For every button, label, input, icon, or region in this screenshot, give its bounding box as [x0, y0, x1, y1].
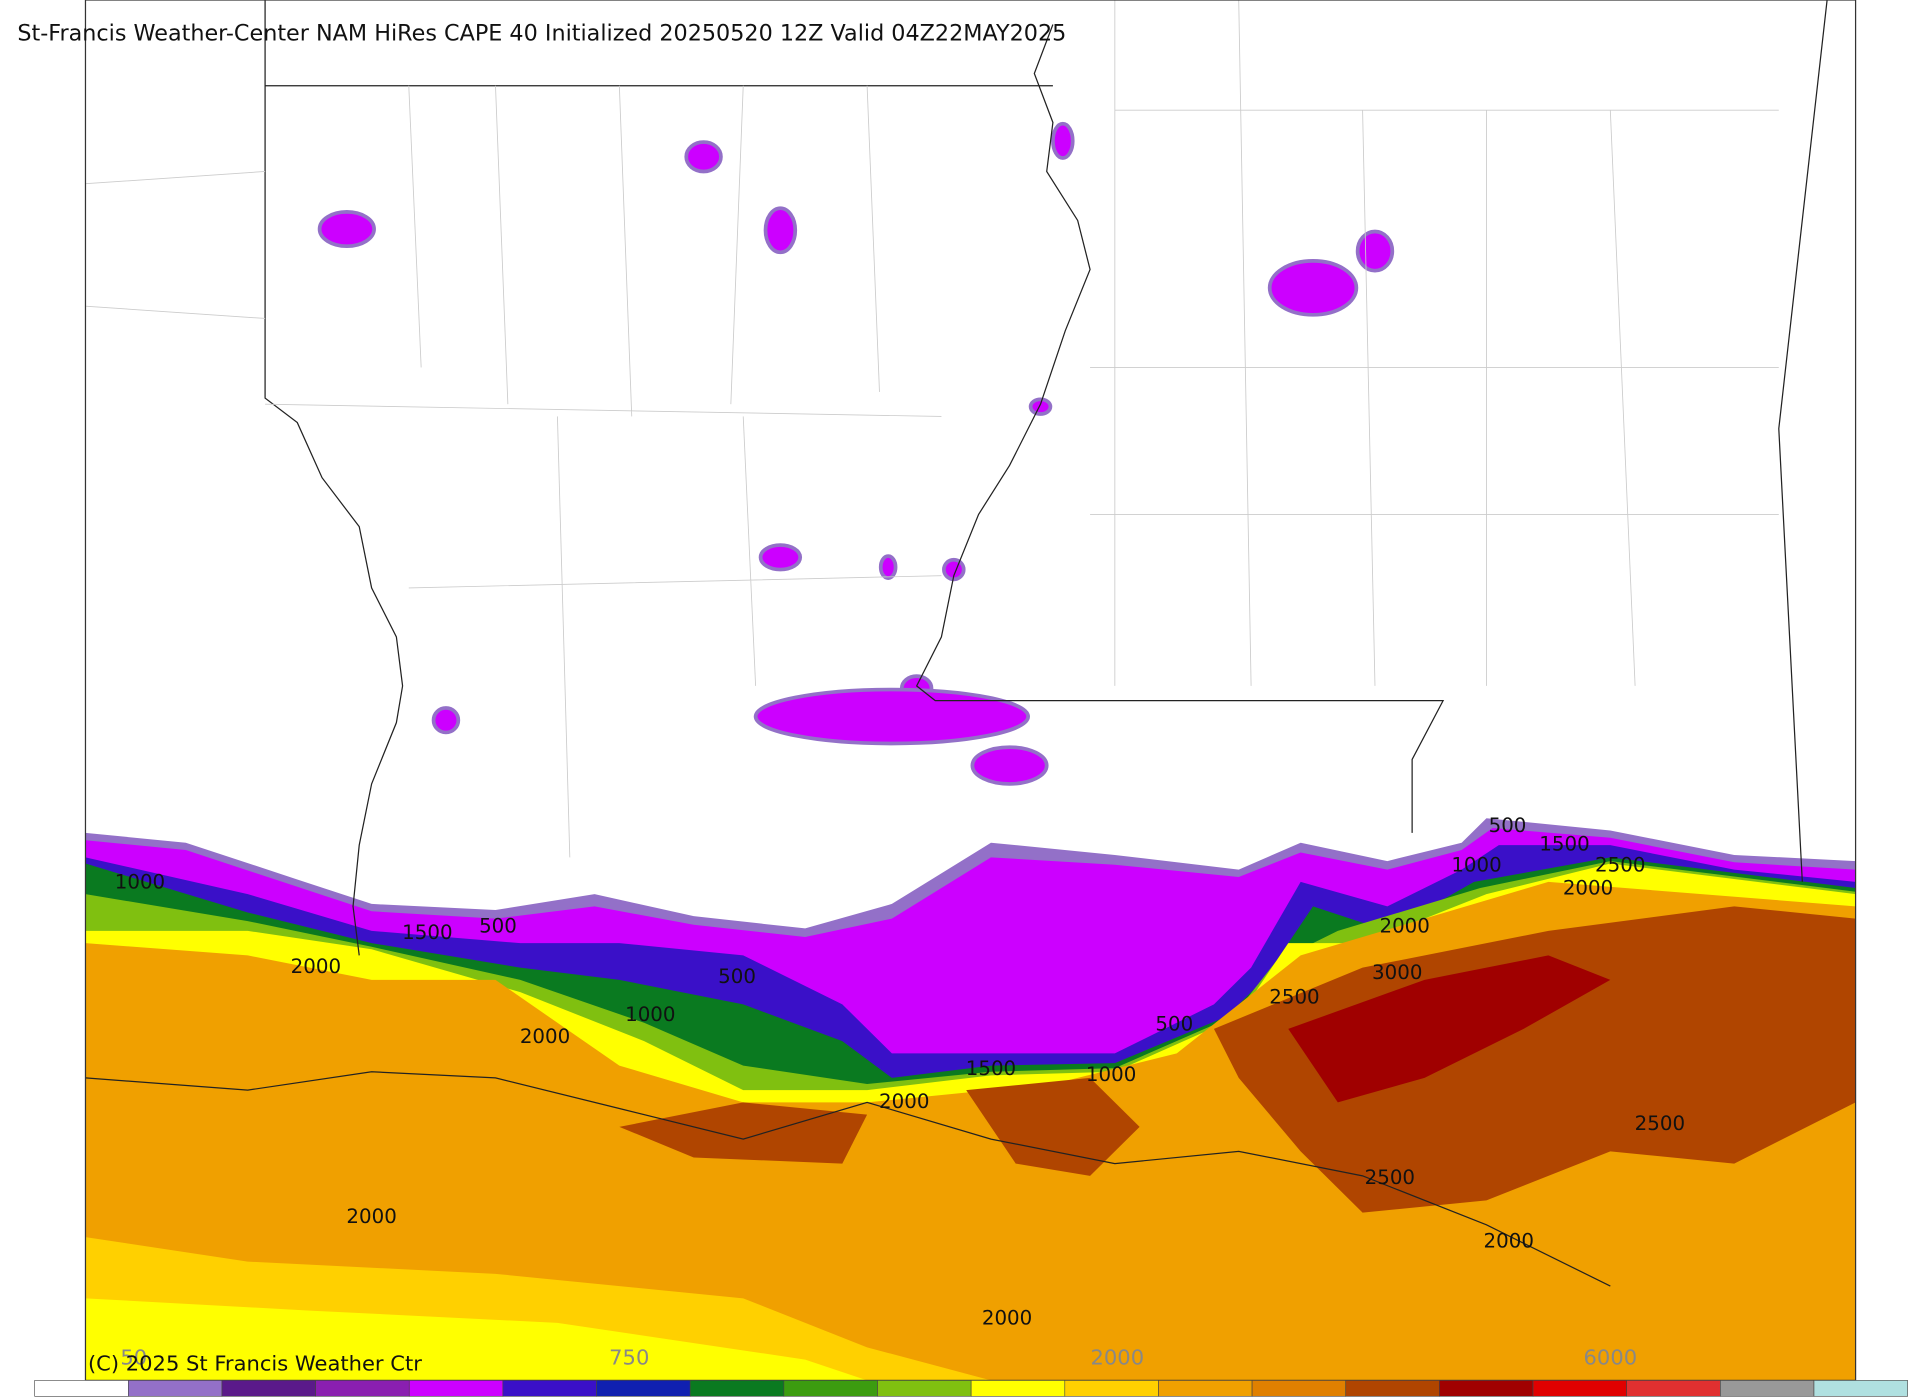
- contour-label: 2500: [1595, 854, 1645, 877]
- copyright: (C) 2025 St Francis Weather Ctr: [88, 1352, 422, 1376]
- state-border: [264, 0, 404, 956]
- contour-label: 2000: [291, 955, 341, 978]
- county-lines: [85, 0, 1779, 858]
- contour-label: 2000: [520, 1025, 570, 1048]
- colorbar-swatch: [128, 1380, 223, 1397]
- colorbar-label: 6000: [1584, 1346, 1638, 1370]
- contour-label: 500: [1155, 1013, 1193, 1036]
- colorbar-swatch: [221, 1380, 316, 1397]
- colorbar-swatch: [502, 1380, 597, 1397]
- contour-label: 2000: [1563, 877, 1613, 900]
- colorbar-swatch: [1626, 1380, 1721, 1397]
- contour-label: 1000: [625, 1003, 675, 1026]
- contour-label: 2000: [1380, 915, 1430, 938]
- contour-labels: 1000 2000 1500 500 2000 1000 500 2000 1500 1000 50…: [115, 814, 1685, 1329]
- cape-band: [85, 1298, 868, 1381]
- colorbar-swatch: [1813, 1380, 1908, 1397]
- river-border: [915, 24, 1445, 833]
- title: St-Francis Weather-Center NAM HiRes CAPE…: [17, 21, 1066, 47]
- cape-cell: [1355, 229, 1395, 273]
- cape-cell: [758, 543, 803, 572]
- state-border: [1778, 0, 1828, 882]
- contour-label: 1500: [1539, 833, 1589, 856]
- borders: [85, 0, 1828, 1287]
- contour-label: 500: [479, 915, 517, 938]
- colorbar-label: 50: [120, 1346, 147, 1370]
- contour-label: 1500: [402, 921, 452, 944]
- cape-band: [1288, 955, 1611, 1103]
- cape-band: [966, 1077, 1140, 1176]
- colorbar-swatch: [1345, 1380, 1440, 1397]
- colorbar-swatch: [596, 1380, 691, 1397]
- cape-cell: [317, 210, 376, 249]
- contour-label: 2000: [879, 1090, 929, 1113]
- cape-cell: [1267, 259, 1359, 317]
- contour-label: 2000: [1484, 1230, 1534, 1253]
- colorbar-swatch: [408, 1380, 504, 1397]
- contour-label: 2500: [1365, 1166, 1415, 1189]
- colorbar-swatch: [689, 1380, 785, 1397]
- colorbar-swatch: [1251, 1380, 1347, 1397]
- colorbar-swatch: [783, 1380, 878, 1397]
- cape-field: [85, 121, 1856, 1381]
- cape-band: [1213, 906, 1856, 1213]
- contour-label: 2500: [1269, 986, 1319, 1009]
- coastline: [85, 1071, 1611, 1287]
- colorbar-swatch: [1064, 1380, 1159, 1397]
- cape-cell: [753, 687, 1030, 746]
- colorbar-swatch: [970, 1380, 1066, 1397]
- colorbar-swatch: [1158, 1380, 1253, 1397]
- cape-cell: [431, 706, 461, 735]
- colorbar-swatch: [877, 1380, 972, 1397]
- contour-label: 1000: [1451, 854, 1501, 877]
- contour-label: 500: [718, 965, 756, 988]
- colorbar-swatch: [1439, 1380, 1534, 1397]
- colorbar-label: 2000: [1091, 1346, 1145, 1370]
- contour-label: 1500: [966, 1057, 1016, 1080]
- colorbar-swatch: [34, 1380, 129, 1397]
- contour-label: 3000: [1372, 961, 1422, 984]
- cape-band: [619, 1102, 868, 1164]
- cape-cell: [1028, 397, 1053, 416]
- contour-label: 2000: [982, 1307, 1032, 1330]
- contour-label: 500: [1489, 814, 1527, 837]
- cape-cell: [970, 745, 1049, 786]
- cape-cell: [684, 140, 723, 174]
- colorbar-swatch: [315, 1380, 410, 1397]
- colorbar: 50 750 2000 6000: [34, 1346, 1908, 1397]
- contour-label: 1000: [1086, 1063, 1136, 1086]
- cape-cell: [878, 554, 898, 580]
- colorbar-swatch: [1532, 1380, 1627, 1397]
- contour-label: 2500: [1635, 1112, 1685, 1135]
- colorbar-label: 750: [609, 1346, 649, 1370]
- contour-label: 1000: [115, 871, 165, 894]
- contour-label: 2000: [346, 1205, 396, 1228]
- cape-cell: [1051, 121, 1075, 160]
- cape-cell: [763, 206, 798, 255]
- colorbar-swatch: [1720, 1380, 1815, 1397]
